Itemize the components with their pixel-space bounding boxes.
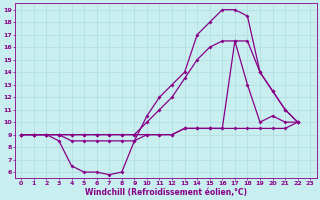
X-axis label: Windchill (Refroidissement éolien,°C): Windchill (Refroidissement éolien,°C) bbox=[85, 188, 247, 197]
